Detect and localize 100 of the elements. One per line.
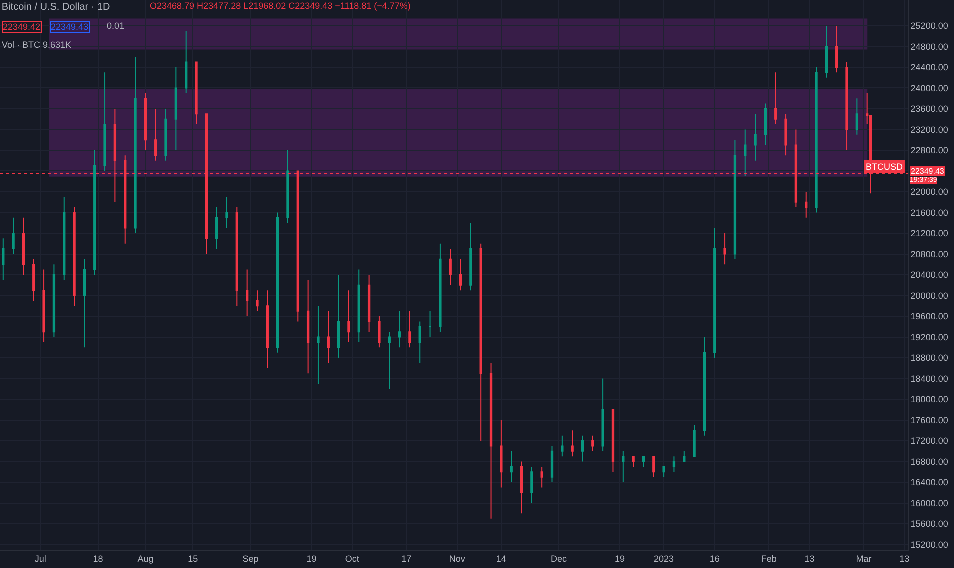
x-tick-label: 2023 [654,554,674,564]
candlestick [744,129,747,177]
candlestick [774,72,778,126]
candlestick [764,103,768,146]
x-tick-label: Dec [551,554,568,564]
candlestick [83,258,86,348]
y-tick-label: 20000.00 [910,290,948,301]
candlestick [286,150,290,224]
candlestick [714,228,716,359]
candlestick [317,306,320,384]
candlestick [327,310,330,364]
annotation: O23468.79 H23477.28 L21968.02 C22349.43 −1118.81 (−4.77%) [150,1,411,11]
candlestick [530,466,534,504]
x-tick-label: Sep [242,554,259,564]
y-tick-label: 16400.00 [910,478,948,488]
x-tick-label: Nov [449,554,466,564]
x-tick-label: 16 [710,554,720,564]
candlestick [642,456,646,468]
candlestick [63,196,66,281]
candlestick [226,196,228,229]
x-tick-label: Feb [761,554,777,564]
y-tick-label: 19600.00 [910,312,948,322]
y-tick-label: 15200.00 [910,540,948,550]
y-tick-label: 23200.00 [910,124,948,135]
candlestick [276,212,280,354]
candlestick [428,310,432,338]
candlestick [856,98,859,136]
candlestick [632,456,635,468]
annotation: 22349.43 [51,22,89,32]
candlestick [449,248,452,286]
y-tick-label: 22000.00 [910,187,948,198]
y-tick-label: 21600.00 [910,208,948,218]
ref-line-label: BTCUSD [866,162,904,172]
candlestick [266,290,269,369]
x-tick-label: 19 [306,554,317,564]
candlestick [388,332,391,390]
candlestick [550,446,554,484]
candlestick [724,232,726,266]
candlestick [164,108,168,162]
candlestick [805,191,808,218]
x-tick-label: 18 [93,554,104,564]
candlestick [32,258,36,302]
candlestick [520,461,524,514]
y-tick-label: 19200.00 [910,332,948,342]
candlestick [2,238,5,281]
candlestick [561,435,564,458]
candlestick [337,274,340,359]
candlestick [592,435,594,452]
candlestick [144,92,148,151]
candlestick [836,25,838,74]
candlestick [73,207,76,307]
candlestick [408,310,412,348]
candlestick [439,243,442,333]
candlestick [703,336,706,436]
candlestick [358,269,360,343]
candlestick [94,150,96,276]
x-tick-label: 19 [615,554,626,564]
y-tick-label: 24800.00 [910,42,948,52]
candlestick [246,269,249,318]
y-tick-label: 17200.00 [910,436,948,446]
candlestick [602,378,604,452]
y-tick-label: 18800.00 [910,353,948,364]
y-tick-label: 16000.00 [910,498,948,508]
candlestick [216,207,218,250]
candlestick [378,316,381,348]
candlestick [22,217,26,276]
x-tick-label: Mar [856,554,872,564]
candlestick [348,290,350,343]
x-tick-label: 15 [188,554,198,564]
y-tick-label: 18400.00 [910,374,948,384]
candlestick [683,450,686,462]
candlestick [195,62,198,126]
candlestick [256,290,259,312]
candlestick [693,424,696,458]
y-tick-label: 22800.00 [910,146,948,156]
chart-title: Bitcoin / U.S. Dollar · 1D [2,2,110,13]
candlestick [612,409,615,473]
x-tick-label: Jul [34,554,46,564]
annotation: 0.01 [107,21,125,31]
x-tick-label: 17 [402,554,412,564]
candlestick [784,114,788,156]
candlestick [154,108,158,162]
candlestick [652,456,656,478]
candlestick [540,466,544,488]
y-tick-label: 23600.00 [910,104,948,114]
y-tick-label: 20800.00 [910,249,948,260]
candlestick [42,269,46,343]
x-tick-label: Aug [138,554,154,564]
candlestick [500,420,503,488]
candlestick [52,264,56,338]
candlestick [12,217,15,255]
candlestick [236,207,238,307]
candlestick [662,466,666,478]
candlestick [490,362,493,520]
candlestick [470,222,472,292]
candlestick [825,25,828,78]
candlestick [571,430,574,458]
y-tick-label: 17600.00 [910,415,948,426]
candlestick [581,435,584,462]
candlestick [368,274,371,333]
